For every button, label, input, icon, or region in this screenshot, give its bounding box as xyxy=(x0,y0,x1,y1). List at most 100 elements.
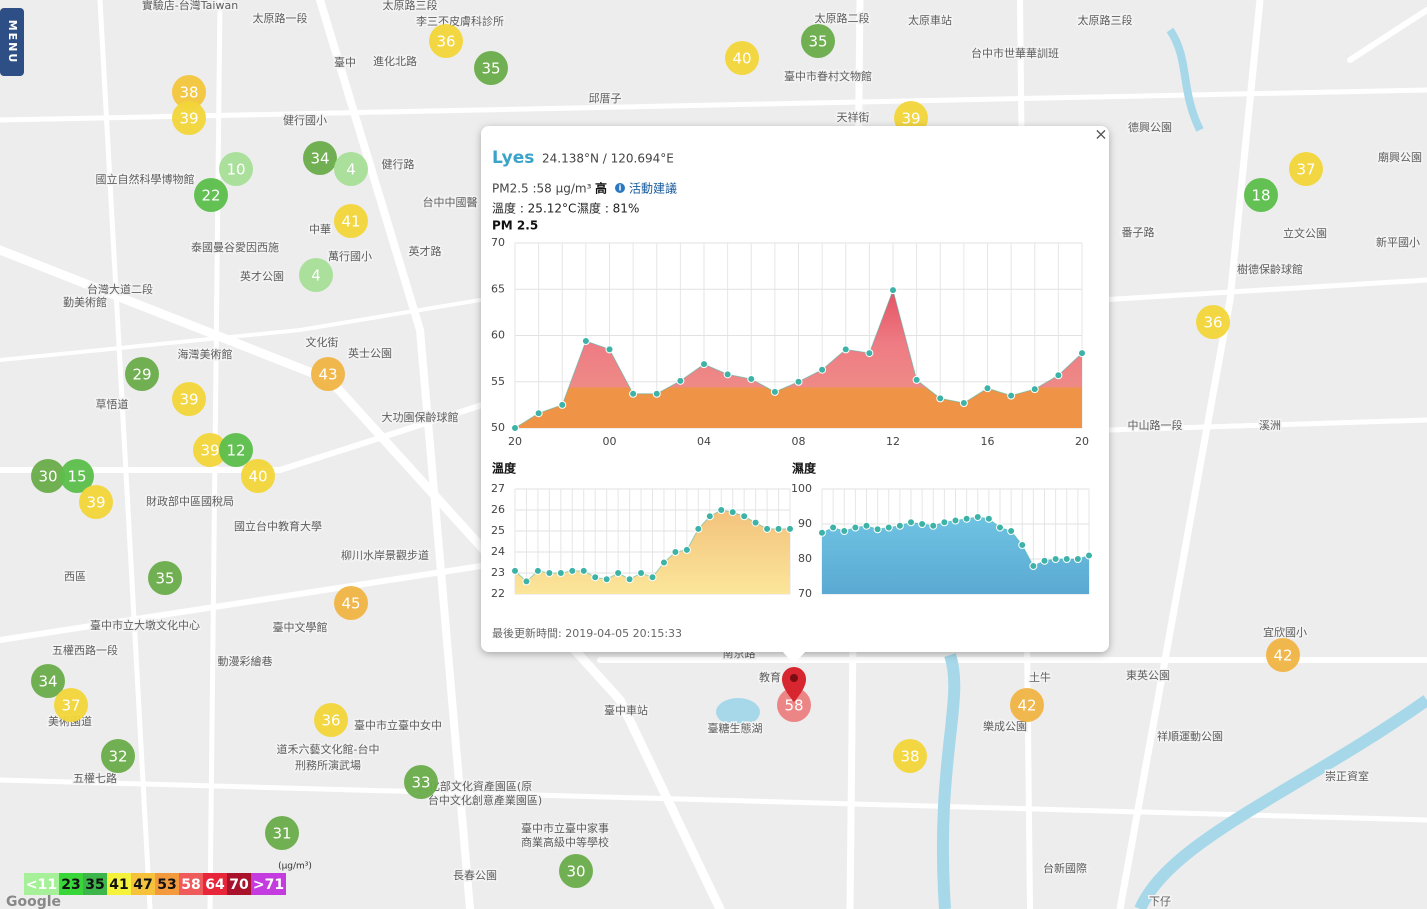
station-marker[interactable] xyxy=(125,357,159,391)
station-value[interactable]: 38 xyxy=(179,84,198,102)
data-point xyxy=(818,528,826,537)
station-marker[interactable] xyxy=(559,854,593,888)
y-tick-label: 55 xyxy=(491,375,505,388)
menu-button[interactable]: MENU xyxy=(0,8,24,76)
map-label: 台新國際 xyxy=(1043,861,1087,875)
station-value[interactable]: 39 xyxy=(179,110,198,128)
station-value[interactable]: 12 xyxy=(226,442,245,460)
station-marker[interactable] xyxy=(314,703,348,737)
station-value[interactable]: 42 xyxy=(1017,697,1036,715)
map-label: 新平國小 xyxy=(1376,235,1420,249)
station-value[interactable]: 37 xyxy=(1296,161,1315,179)
station-marker[interactable] xyxy=(172,382,206,416)
station-marker[interactable] xyxy=(172,75,206,109)
map-label: 動漫彩繪巷 xyxy=(218,654,273,668)
data-point xyxy=(740,512,749,521)
station-marker[interactable] xyxy=(31,459,65,493)
station-value[interactable]: 29 xyxy=(132,366,151,384)
station-value[interactable]: 43 xyxy=(318,366,337,384)
station-marker[interactable] xyxy=(893,739,927,773)
station-marker[interactable] xyxy=(311,357,345,391)
data-point xyxy=(511,566,519,575)
station-marker[interactable] xyxy=(801,24,835,58)
data-point xyxy=(614,569,623,577)
station-value[interactable]: 39 xyxy=(200,442,219,460)
y-tick-label: 80 xyxy=(798,552,812,565)
station-value[interactable]: 40 xyxy=(732,50,751,68)
y-tick-label: 23 xyxy=(491,566,505,579)
menu-background[interactable] xyxy=(0,8,24,76)
x-tick-label: 12 xyxy=(886,435,900,448)
station-marker[interactable] xyxy=(299,258,333,292)
data-point xyxy=(747,374,756,383)
station-marker[interactable] xyxy=(54,688,88,722)
station-value[interactable]: 22 xyxy=(201,187,220,205)
station-value[interactable]: 4 xyxy=(346,161,356,179)
station-marker[interactable] xyxy=(148,561,182,595)
station-value[interactable]: 41 xyxy=(341,213,360,231)
station-value[interactable]: 10 xyxy=(226,161,245,179)
station-value[interactable]: 35 xyxy=(155,570,174,588)
station-value[interactable]: 45 xyxy=(341,595,360,613)
station-marker[interactable] xyxy=(31,664,65,698)
station-value[interactable]: 30 xyxy=(38,468,57,486)
station-marker[interactable] xyxy=(193,433,227,467)
data-point xyxy=(545,569,554,577)
station-value[interactable]: 34 xyxy=(38,673,57,691)
station-value[interactable]: 36 xyxy=(436,33,455,51)
station-marker[interactable] xyxy=(79,485,113,519)
station-marker[interactable] xyxy=(429,24,463,58)
station-marker[interactable] xyxy=(101,739,135,773)
station-value[interactable]: 33 xyxy=(411,774,430,792)
advice-link[interactable]: 活動建議 xyxy=(629,182,677,196)
station-value[interactable]: 18 xyxy=(1251,187,1270,205)
station-marker[interactable] xyxy=(334,586,368,620)
data-point xyxy=(962,514,971,523)
station-marker[interactable] xyxy=(1266,638,1300,672)
data-point xyxy=(511,424,519,432)
station-value[interactable]: 15 xyxy=(67,468,86,486)
map-label: 臺中 xyxy=(334,55,356,69)
station-value[interactable]: 40 xyxy=(248,468,267,486)
station-value[interactable]: 30 xyxy=(566,863,585,881)
station-marker[interactable] xyxy=(725,41,759,75)
station-marker[interactable] xyxy=(241,459,275,493)
station-marker[interactable] xyxy=(219,433,253,467)
station-marker[interactable] xyxy=(219,152,253,186)
station-value[interactable]: 35 xyxy=(481,60,500,78)
station-value[interactable]: 38 xyxy=(900,748,919,766)
station-marker[interactable] xyxy=(1196,305,1230,339)
y-tick-label: 70 xyxy=(491,236,505,249)
station-value[interactable]: 4 xyxy=(311,267,321,285)
station-marker[interactable] xyxy=(404,765,438,799)
station-marker[interactable] xyxy=(265,816,299,850)
station-value[interactable]: 34 xyxy=(310,150,329,168)
station-marker[interactable] xyxy=(194,178,228,212)
station-value[interactable]: 36 xyxy=(321,712,340,730)
station-marker[interactable] xyxy=(334,204,368,238)
close-button[interactable]: × xyxy=(1094,125,1107,144)
station-marker[interactable] xyxy=(1244,178,1278,212)
station-value[interactable]: 58 xyxy=(784,697,803,715)
station-value[interactable]: 39 xyxy=(179,391,198,409)
station-marker[interactable] xyxy=(172,101,206,135)
x-tick-label: 04 xyxy=(697,435,711,448)
map-label: 溪洲 xyxy=(1259,419,1281,432)
menu-label[interactable]: MENU xyxy=(6,20,19,65)
station-value[interactable]: 37 xyxy=(61,697,80,715)
station-value[interactable]: 42 xyxy=(1273,647,1292,665)
station-value[interactable]: 35 xyxy=(808,33,827,51)
station-marker[interactable] xyxy=(1289,152,1323,186)
station-marker[interactable] xyxy=(1010,688,1044,722)
station-value[interactable]: 36 xyxy=(1203,314,1222,332)
station-marker[interactable] xyxy=(303,141,337,175)
station-value[interactable]: 39 xyxy=(86,494,105,512)
station-marker[interactable] xyxy=(777,688,811,722)
station-value[interactable]: 31 xyxy=(272,825,291,843)
station-marker[interactable] xyxy=(474,51,508,85)
station-value[interactable]: 39 xyxy=(901,110,920,128)
station-marker[interactable] xyxy=(334,152,368,186)
station-marker[interactable] xyxy=(60,459,94,493)
station-value[interactable]: 32 xyxy=(108,748,127,766)
